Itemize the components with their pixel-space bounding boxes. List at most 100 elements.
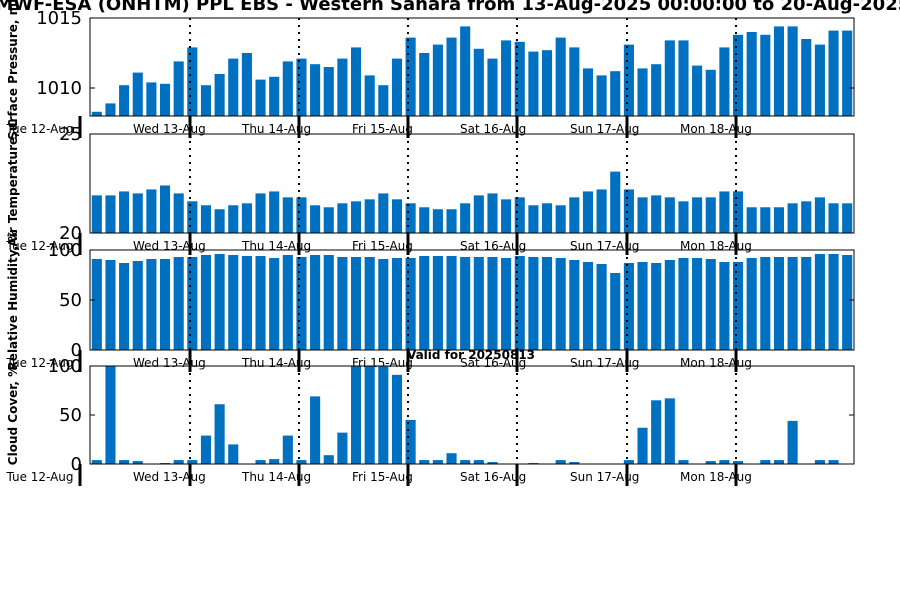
bar (391, 199, 403, 233)
bar (228, 255, 239, 350)
y-tick-label: 25 (59, 124, 82, 145)
x-tick-label: Thu 14-Aug (241, 239, 311, 253)
bar (91, 195, 102, 233)
bar (432, 44, 443, 116)
bar (569, 260, 580, 350)
bar (460, 26, 471, 116)
bar (664, 40, 675, 116)
bar (705, 197, 716, 233)
x-tick-label: Wed 13-Aug (133, 239, 206, 253)
bar (610, 273, 621, 350)
y-axis-label: Surface Pressure, mb (6, 0, 20, 140)
bar (91, 259, 102, 350)
bar (528, 205, 539, 233)
bar (255, 256, 266, 350)
x-tick-label: Tue 12-Aug (5, 356, 73, 370)
bar (187, 201, 198, 233)
bar (473, 195, 484, 233)
bar (337, 203, 348, 233)
y-tick-label: 50 (59, 290, 82, 311)
bar (514, 197, 525, 233)
bar (173, 193, 184, 233)
bar (132, 461, 143, 464)
bar (119, 263, 130, 350)
bar (119, 191, 130, 233)
bar (623, 460, 634, 464)
bar (282, 435, 293, 464)
bar (310, 205, 321, 233)
bar (405, 203, 416, 233)
x-tick-label: Mon 18-Aug (680, 122, 752, 136)
x-tick-label: Fri 15-Aug (352, 470, 413, 484)
bar (323, 455, 334, 464)
bar (637, 197, 648, 233)
bar (241, 256, 252, 350)
bar (692, 197, 703, 233)
bar (746, 32, 757, 116)
bar (391, 58, 403, 116)
bar (678, 201, 689, 233)
bar (842, 203, 853, 233)
bar (446, 453, 457, 464)
bar (132, 193, 143, 233)
bar (760, 460, 771, 464)
bar (200, 205, 212, 233)
bar (364, 199, 375, 233)
bar (801, 39, 812, 116)
bar (419, 460, 430, 464)
bar (596, 75, 607, 116)
y-tick-label: 0 (71, 454, 82, 475)
bar (637, 262, 648, 350)
bar (760, 34, 771, 116)
bar (241, 53, 252, 116)
x-tick-label: Thu 14-Aug (241, 470, 311, 484)
bar (773, 207, 785, 233)
bar (159, 83, 171, 116)
bar (350, 47, 362, 116)
bar (419, 53, 430, 116)
x-tick-label: Wed 13-Aug (133, 470, 206, 484)
bar (801, 257, 812, 350)
bar (296, 197, 307, 233)
bar (173, 460, 184, 464)
bar (105, 103, 116, 116)
bar (814, 44, 825, 116)
bar (119, 460, 130, 464)
bar (787, 420, 798, 464)
bar (446, 37, 457, 116)
x-tick-label: Tue 12-Aug (5, 239, 73, 253)
figure-title: ECMWF-ESA (ONHTM) PPL EBS - Western Saha… (0, 0, 900, 15)
bar (432, 209, 443, 233)
bar (705, 259, 716, 350)
bar (487, 257, 498, 350)
y-tick-label: 0 (71, 340, 82, 361)
bar (569, 197, 580, 233)
bar (678, 460, 689, 464)
bar (760, 257, 771, 350)
bar (596, 264, 607, 350)
bar (719, 460, 730, 464)
bar (405, 37, 416, 116)
bar (255, 193, 266, 233)
bar (541, 50, 553, 117)
x-tick-label: Thu 14-Aug (241, 122, 311, 136)
bar (705, 461, 716, 464)
bar (501, 199, 512, 233)
bar (705, 69, 716, 116)
bar (828, 254, 839, 350)
bar (364, 366, 375, 464)
bar (391, 258, 403, 350)
bar (378, 193, 389, 233)
bar (432, 256, 443, 350)
bar (269, 459, 280, 464)
x-tick-label: Tue 12-Aug (5, 470, 73, 484)
y-tick-label: 50 (59, 405, 82, 426)
bar (255, 460, 266, 464)
axes-frame (89, 133, 855, 234)
x-tick-label: Tue 12-Aug (5, 122, 73, 136)
bar (814, 460, 825, 464)
bar (132, 261, 143, 350)
bar (569, 47, 580, 116)
